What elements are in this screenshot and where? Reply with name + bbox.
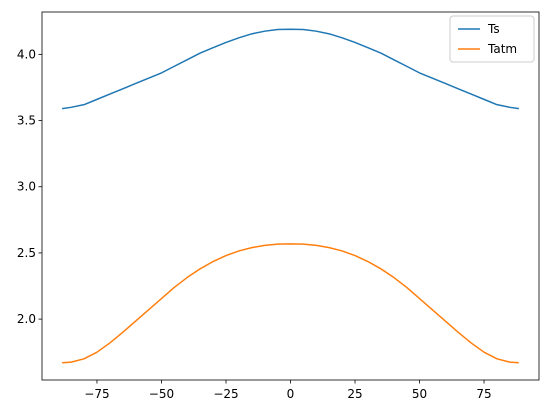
x-tick-label: 50 <box>412 387 427 401</box>
y-tick-label: 2.5 <box>17 246 36 260</box>
y-tick-label: 3.0 <box>17 180 36 194</box>
x-axis: −75 −50 −25 0 25 50 75 <box>84 380 492 401</box>
series-line-ts <box>62 28 519 110</box>
legend: Ts Tatm <box>449 15 535 63</box>
series-layer <box>62 28 519 364</box>
x-tick-label: 25 <box>347 387 362 401</box>
y-axis: 2.0 2.5 3.0 3.5 4.0 <box>17 47 42 326</box>
y-tick-label: 2.0 <box>17 312 36 326</box>
y-tick-label: 3.5 <box>17 114 36 128</box>
x-tick-label: 75 <box>476 387 491 401</box>
x-tick-label: 0 <box>287 387 295 401</box>
x-tick-label: −25 <box>213 387 238 401</box>
legend-label-ts: Ts <box>487 22 500 36</box>
x-tick-label: −50 <box>149 387 174 401</box>
legend-box <box>449 15 535 63</box>
legend-label-tatm: Tatm <box>487 42 517 56</box>
series-line-tatm <box>62 243 519 364</box>
y-tick-label: 4.0 <box>17 47 36 61</box>
x-tick-label: −75 <box>84 387 109 401</box>
